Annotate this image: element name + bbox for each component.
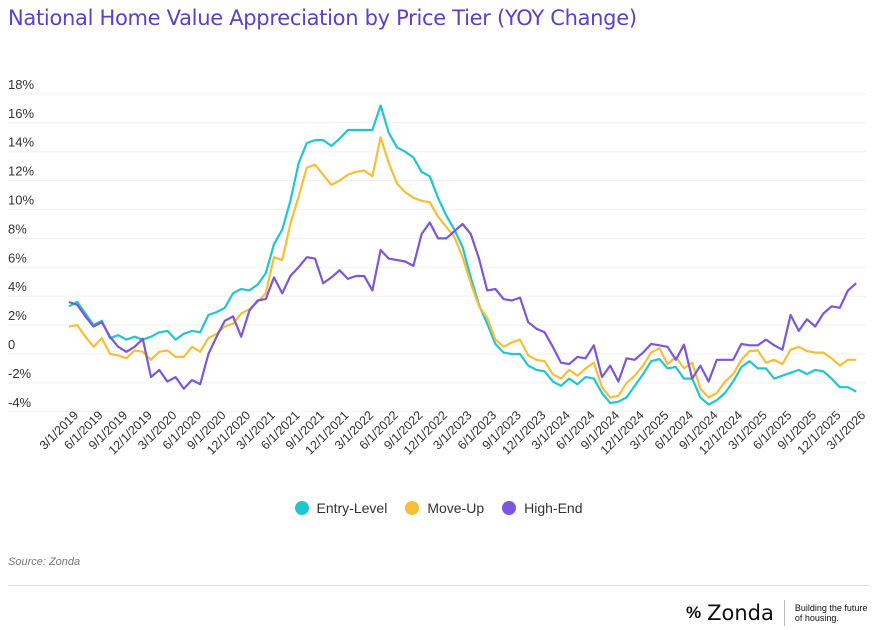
move-up-swatch-icon <box>405 501 420 515</box>
logo-separator <box>783 600 785 626</box>
footer-divider <box>8 585 870 586</box>
legend-label: Entry-Level <box>316 500 388 516</box>
series-lines <box>68 104 857 406</box>
zonda-logo: % Zonda Building the future of housing. <box>686 600 875 626</box>
entry-level-swatch-icon <box>294 501 309 515</box>
y-tick-label: -2% <box>8 366 32 381</box>
y-tick-label: 6% <box>8 250 27 265</box>
y-tick-label: 2% <box>8 308 27 323</box>
y-tick-label: -4% <box>8 395 32 410</box>
legend-item-entry-level[interactable]: Entry-Level <box>294 500 388 516</box>
y-tick-label: 18% <box>8 77 34 92</box>
legend-item-high-end[interactable]: High-End <box>502 500 582 516</box>
legend: Entry-Level Move-Up High-End <box>0 500 877 516</box>
legend-label: Move-Up <box>427 500 485 516</box>
tagline: Building the future of housing. <box>795 603 875 623</box>
x-axis-labels: 3/1/20196/1/20199/1/201912/1/20193/1/202… <box>37 408 869 457</box>
y-tick-label: 8% <box>8 221 27 236</box>
y-tick-label: 4% <box>8 279 27 294</box>
chart-title: National Home Value Appreciation by Pric… <box>8 6 637 30</box>
tagline-line-2: of housing. <box>794 613 839 623</box>
series-line-high-end <box>68 221 857 390</box>
series-line-entry-level <box>68 104 857 406</box>
zonda-wordmark: Zonda <box>707 601 774 625</box>
gridlines <box>8 93 866 413</box>
tagline-line-1: Building the future <box>794 603 868 613</box>
high-end-swatch-icon <box>502 501 517 515</box>
y-tick-label: 10% <box>8 193 34 208</box>
y-tick-label: 12% <box>8 164 34 179</box>
source-note: Source: Zonda <box>8 556 81 568</box>
series-line-move-up <box>68 136 857 399</box>
zonda-mark-icon: % <box>686 603 702 622</box>
y-tick-label: 14% <box>8 135 34 150</box>
legend-label: High-End <box>524 500 583 516</box>
y-tick-label: 0 <box>8 337 15 352</box>
legend-item-move-up[interactable]: Move-Up <box>405 500 484 516</box>
y-axis-labels: 18% 16% 14% 12% 10% 8% 6% 4% 2% 0 -2% -4% <box>8 77 34 410</box>
y-tick-label: 16% <box>8 106 34 121</box>
